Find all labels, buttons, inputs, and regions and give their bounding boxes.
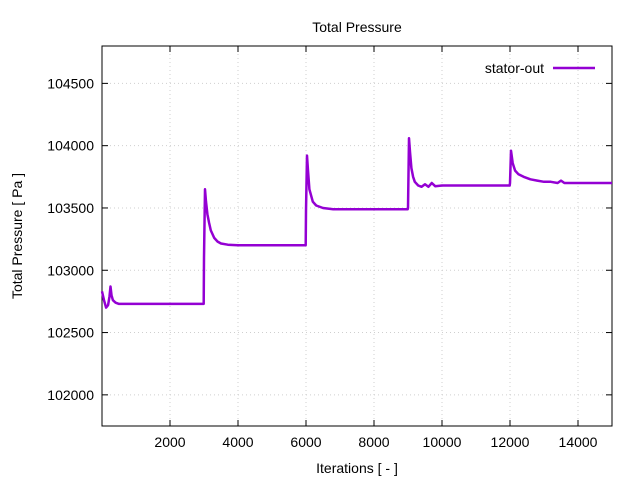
x-tick-label: 4000	[222, 434, 253, 450]
legend-label-stator-out: stator-out	[485, 60, 544, 76]
y-tick-label: 103000	[47, 262, 94, 278]
axis-ticks: 2000 4000 6000 8000 10000 12000 14000 102000 102…	[47, 46, 612, 450]
chart-title: Total Pressure	[312, 19, 402, 35]
grid	[102, 46, 612, 426]
plot-frame	[101, 45, 613, 427]
x-tick-label: 8000	[358, 434, 389, 450]
x-tick-label: 2000	[154, 434, 185, 450]
y-tick-label: 102000	[47, 387, 94, 403]
x-tick-label: 14000	[559, 434, 598, 450]
y-axis-label: Total Pressure [ Pa ]	[9, 173, 25, 299]
series-line-stator-out	[100, 136, 612, 309]
x-axis-label: Iterations [ - ]	[316, 460, 398, 476]
y-tick-label: 104500	[47, 75, 94, 91]
series-layer	[100, 136, 612, 309]
y-tick-label: 103500	[47, 200, 94, 216]
y-tick-label: 102500	[47, 325, 94, 341]
y-tick-label: 104000	[47, 138, 94, 154]
x-tick-label: 10000	[423, 434, 462, 450]
legend: stator-out	[485, 60, 595, 76]
x-tick-label: 6000	[290, 434, 321, 450]
x-tick-label: 12000	[491, 434, 530, 450]
